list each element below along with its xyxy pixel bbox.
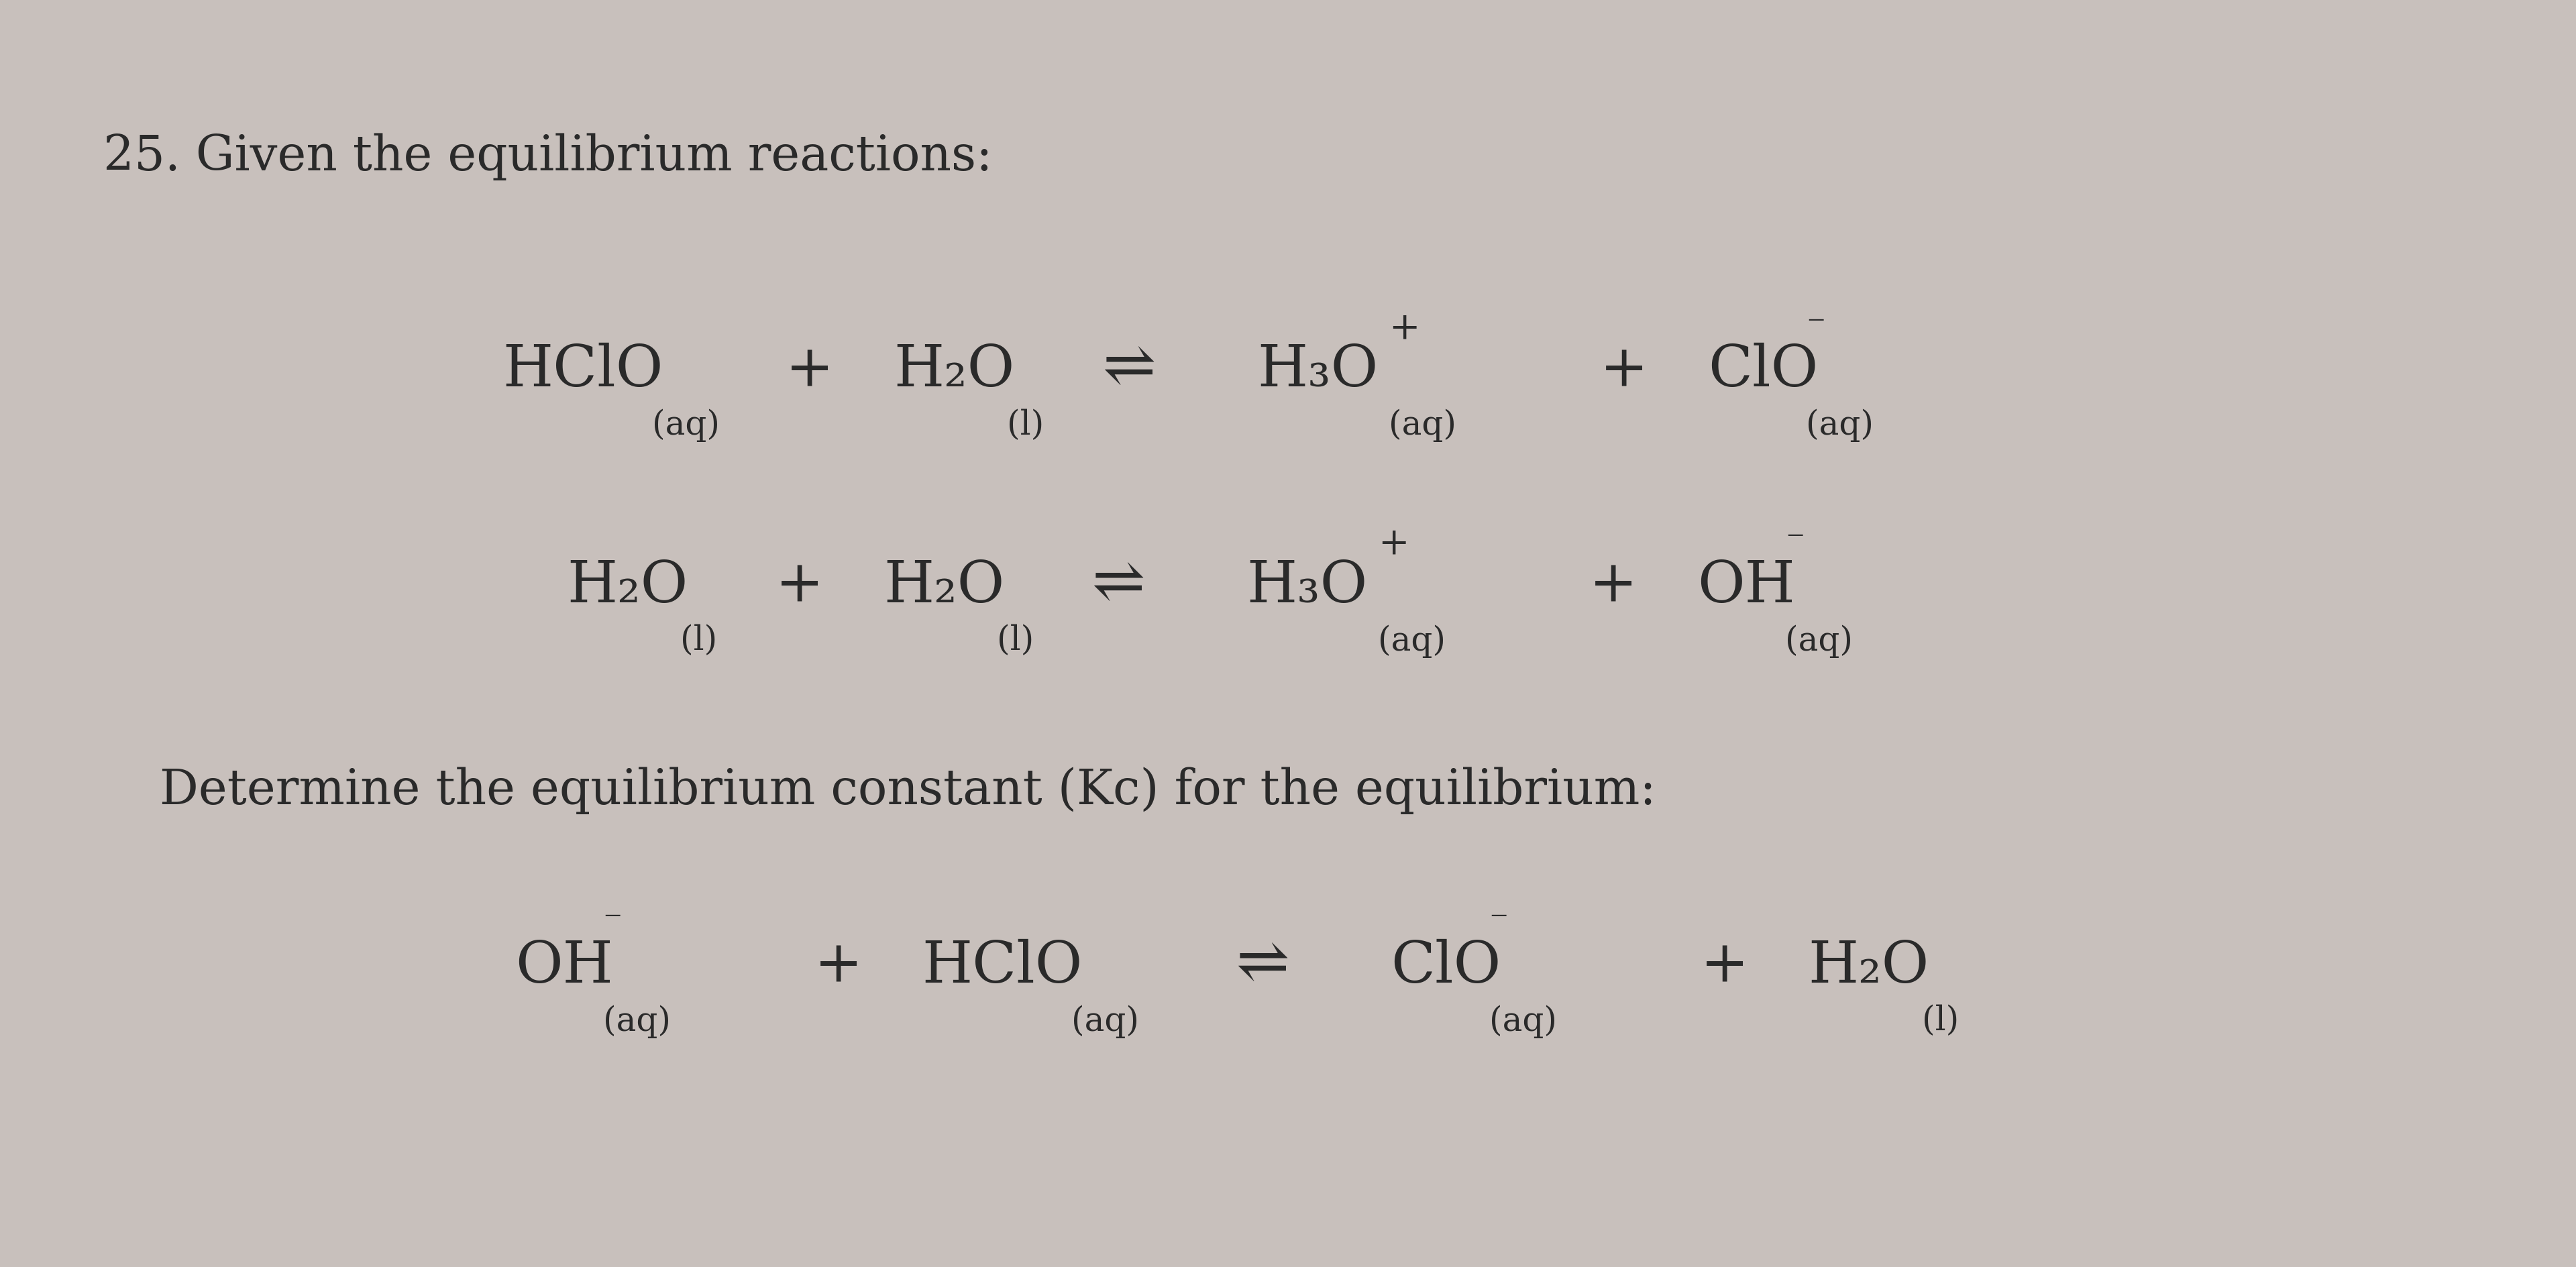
Text: H₂O: H₂O	[567, 559, 688, 614]
Text: +: +	[786, 343, 835, 399]
Text: (aq): (aq)	[603, 1005, 670, 1038]
Text: Determine the equilibrium constant (Kc) for the equilibrium:: Determine the equilibrium constant (Kc) …	[160, 767, 1656, 813]
Text: (aq): (aq)	[652, 409, 719, 442]
Text: ⁻: ⁻	[603, 905, 623, 941]
Text: +: +	[1378, 525, 1409, 561]
Text: ⁻: ⁻	[1489, 905, 1510, 941]
Text: H₃O: H₃O	[1257, 343, 1378, 399]
Text: (aq): (aq)	[1072, 1005, 1139, 1038]
Text: ClO: ClO	[1708, 343, 1819, 399]
Text: ⁻: ⁻	[1785, 525, 1806, 561]
Text: (aq): (aq)	[1388, 409, 1455, 442]
Text: (aq): (aq)	[1489, 1005, 1556, 1038]
Text: ⇌: ⇌	[1103, 338, 1157, 400]
Text: OH: OH	[1698, 559, 1795, 614]
Text: (l): (l)	[997, 625, 1033, 658]
Text: +: +	[1700, 939, 1749, 995]
Text: +: +	[814, 939, 863, 995]
Text: H₃O: H₃O	[1247, 559, 1368, 614]
Text: HClO: HClO	[922, 939, 1082, 995]
Text: 25. Given the equilibrium reactions:: 25. Given the equilibrium reactions:	[103, 133, 992, 180]
Text: (aq): (aq)	[1785, 625, 1852, 658]
Text: OH: OH	[515, 939, 613, 995]
Text: +: +	[1600, 343, 1649, 399]
Text: H₂O: H₂O	[884, 559, 1005, 614]
Text: (l): (l)	[1007, 409, 1043, 442]
Text: +: +	[1388, 309, 1419, 346]
Text: +: +	[1589, 559, 1638, 614]
Text: (aq): (aq)	[1378, 625, 1445, 658]
Text: H₂O: H₂O	[894, 343, 1015, 399]
Text: HClO: HClO	[502, 343, 662, 399]
Text: +: +	[775, 559, 824, 614]
Text: ClO: ClO	[1391, 939, 1502, 995]
Text: (l): (l)	[680, 625, 716, 658]
Text: ⇌: ⇌	[1236, 934, 1291, 996]
Text: (l): (l)	[1922, 1005, 1958, 1038]
Text: (aq): (aq)	[1806, 409, 1873, 442]
Text: ⇌: ⇌	[1092, 554, 1146, 616]
Text: ⁻: ⁻	[1806, 309, 1826, 346]
Text: H₂O: H₂O	[1808, 939, 1929, 995]
